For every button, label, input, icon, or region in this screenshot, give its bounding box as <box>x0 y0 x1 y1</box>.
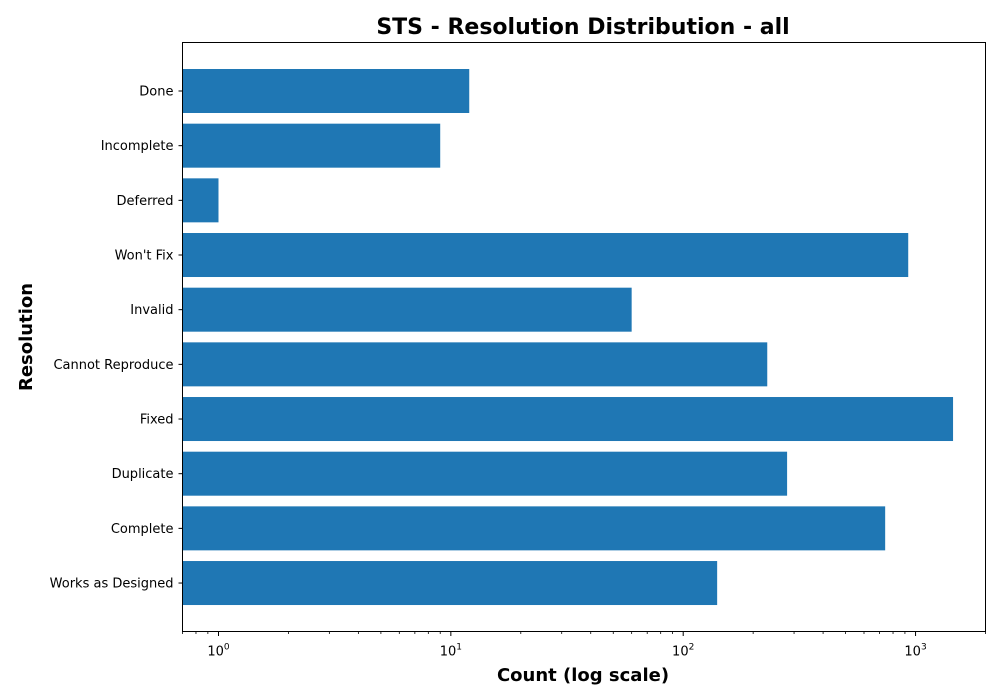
x-axis-ticks: 100 101 102 103 <box>182 631 986 660</box>
y-axis-ticks: Done Incomplete Deferred Won't Fix Invalid Ca… <box>50 85 183 592</box>
chart-title: STS - Resolution Distribution - all <box>376 15 789 40</box>
y-tick-label: Fixed <box>140 413 174 428</box>
bar-duplicate <box>182 451 788 496</box>
y-tick-label: Incomplete <box>101 139 174 154</box>
y-axis-label: Resolution <box>16 283 37 391</box>
y-tick-label: Won't Fix <box>115 249 174 264</box>
x-tick-label: 101 <box>440 643 462 660</box>
y-tick-label: Done <box>139 85 173 100</box>
y-tick-label: Works as Designed <box>50 577 174 592</box>
bar-incomplete <box>182 123 441 168</box>
x-tick-label: 102 <box>672 643 694 660</box>
bar-won-t-fix <box>182 233 909 278</box>
plot-frame <box>182 42 986 632</box>
bar-deferred <box>182 178 219 223</box>
bar-cannot-reproduce <box>182 342 768 387</box>
y-tick-label: Complete <box>111 522 174 537</box>
bar-works-as-designed <box>182 561 718 606</box>
bar-fixed <box>182 397 954 442</box>
x-axis-label: Count (log scale) <box>497 665 669 686</box>
x-tick-label: 103 <box>904 643 926 660</box>
y-tick-label: Invalid <box>130 303 173 318</box>
bar-invalid <box>182 287 632 332</box>
y-tick-label: Duplicate <box>112 467 174 482</box>
bars-layer <box>182 69 954 606</box>
y-tick-label: Deferred <box>116 194 173 209</box>
y-tick-label: Cannot Reproduce <box>53 358 173 373</box>
bar-complete <box>182 506 886 551</box>
bar-done <box>182 69 470 113</box>
x-tick-label: 100 <box>207 643 230 660</box>
